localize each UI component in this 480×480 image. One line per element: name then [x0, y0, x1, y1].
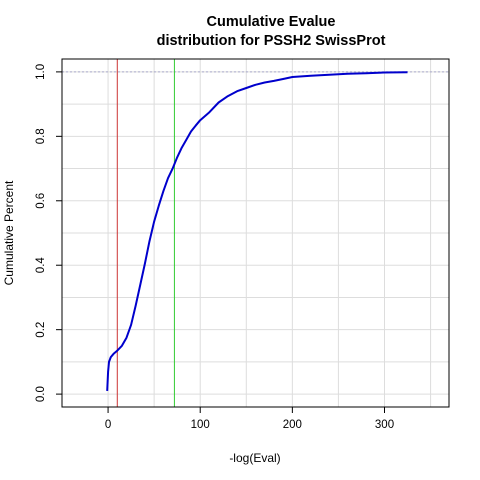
x-tick-label: 200	[283, 419, 302, 431]
grid	[62, 59, 449, 407]
x-tick-label: 0	[105, 419, 111, 431]
x-tick-label: 100	[191, 419, 210, 431]
y-tick-label: 0.2	[35, 322, 47, 338]
y-tick-label: 0.8	[35, 128, 47, 144]
y-tick-label: 0.4	[35, 257, 47, 274]
vertical-reference-lines	[116, 59, 175, 407]
y-tick-label: 0.0	[35, 386, 47, 402]
y-axis-ticks: 0.0 0.2 0.4 0.6 0.8 1.0	[35, 64, 62, 402]
series-line-1	[106, 71, 408, 391]
series-layer	[106, 71, 408, 391]
x-tick-label: 300	[375, 419, 394, 431]
chart-title-line-2: distribution for PSSH2 SwissProt	[157, 33, 386, 49]
chart-title-line-1: Cumulative Evalue	[207, 14, 336, 30]
y-axis-label: Cumulative Percent	[2, 180, 16, 285]
x-axis-ticks: 0 100 200 300	[105, 407, 394, 431]
plot-frame	[61, 58, 450, 408]
y-tick-label: 0.6	[35, 193, 47, 209]
y-tick-label: 1.0	[35, 64, 47, 80]
x-axis-label: -log(Eval)	[229, 451, 280, 465]
